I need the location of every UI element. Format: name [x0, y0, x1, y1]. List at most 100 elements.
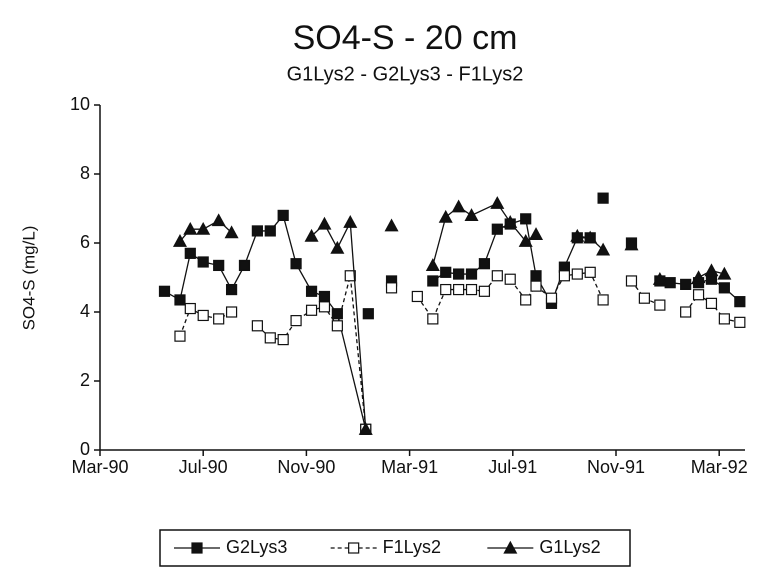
data-point [453, 283, 465, 296]
legend-label: G2Lys3 [226, 537, 287, 557]
data-point [197, 256, 209, 268]
data-point [624, 237, 639, 251]
data-point [411, 290, 423, 303]
chart-subtitle: G1Lys2 - G2Lys3 - F1Lys2 [287, 63, 524, 85]
data-point [358, 422, 373, 435]
data-point [318, 301, 331, 313]
data-point [518, 234, 533, 247]
data-point [196, 221, 211, 235]
data-point [174, 294, 186, 306]
data-point [317, 216, 332, 230]
data-point [197, 309, 209, 322]
data-point [596, 242, 611, 256]
data-point [224, 225, 239, 239]
data-point [453, 268, 465, 280]
data-point [504, 273, 516, 285]
data-point [213, 313, 225, 325]
data-point [331, 308, 343, 320]
data-point [225, 306, 238, 318]
series-line [179, 271, 740, 430]
y-tick-label: 6 [80, 232, 90, 252]
data-point [691, 270, 706, 284]
x-tick-label: Mar-90 [71, 457, 128, 477]
data-point [427, 313, 439, 325]
x-tick-label: Jul-90 [179, 457, 228, 477]
y-tick-label: 4 [80, 301, 90, 321]
data-point [571, 268, 583, 280]
data-point [277, 334, 289, 346]
data-point [520, 294, 532, 306]
data-point [211, 213, 226, 227]
data-point [597, 192, 609, 204]
data-point [717, 266, 732, 280]
data-point [654, 299, 666, 311]
data-point [318, 290, 331, 303]
data-point [344, 270, 356, 282]
data-point [558, 270, 571, 282]
data-point [625, 275, 638, 287]
data-point [491, 223, 503, 235]
data-point [183, 221, 198, 235]
data-point [225, 283, 238, 296]
data-point [718, 313, 730, 325]
data-point [692, 289, 705, 301]
data-point [705, 297, 718, 309]
data-point [465, 268, 478, 280]
y-axis-label: SO4-S (mg/L) [19, 226, 38, 331]
legend-label: F1Lys2 [383, 537, 441, 557]
data-point [158, 285, 171, 297]
data-point [464, 208, 479, 221]
y-tick-label: 0 [80, 439, 90, 459]
data-point [290, 258, 302, 270]
data-point [652, 271, 667, 285]
x-tick-label: Jul-91 [488, 457, 537, 477]
data-point [184, 302, 196, 315]
data-point [304, 228, 319, 242]
data-point [238, 259, 251, 272]
data-point [718, 282, 730, 294]
data-point [734, 296, 746, 308]
data-point [440, 283, 452, 296]
data-point [478, 258, 491, 270]
data-point [264, 332, 276, 344]
data-point [251, 320, 263, 332]
data-point [305, 304, 318, 316]
data-point [451, 199, 466, 213]
data-point [343, 215, 358, 228]
data-point [530, 270, 542, 282]
series-line [164, 214, 741, 430]
series-line [179, 202, 725, 430]
data-point [362, 308, 374, 320]
data-point [438, 209, 453, 223]
data-point [172, 234, 187, 247]
data-point [490, 196, 505, 209]
data-point [465, 283, 478, 296]
data-point [638, 292, 650, 304]
data-point [664, 277, 676, 289]
legend-box [159, 529, 631, 567]
data-point [584, 266, 596, 278]
x-tick-label: Mar-91 [381, 457, 438, 477]
data-point [440, 266, 452, 278]
x-tick-label: Nov-90 [277, 457, 335, 477]
legend-marker [503, 540, 518, 554]
data-point [680, 278, 692, 290]
data-point [503, 215, 518, 228]
data-point [331, 320, 343, 332]
data-point [184, 247, 196, 259]
data-point [529, 227, 544, 240]
legend-marker [191, 542, 203, 554]
data-point [251, 225, 263, 237]
data-point [290, 315, 302, 327]
x-tick-label: Mar-92 [691, 457, 748, 477]
data-point [427, 275, 439, 287]
data-point [583, 230, 598, 244]
data-point [425, 258, 440, 272]
chart-title: SO4-S - 20 cm [293, 19, 518, 57]
data-point [545, 292, 558, 304]
data-point [520, 213, 532, 225]
data-point [305, 285, 318, 297]
data-point [384, 218, 399, 232]
data-point [704, 263, 719, 277]
